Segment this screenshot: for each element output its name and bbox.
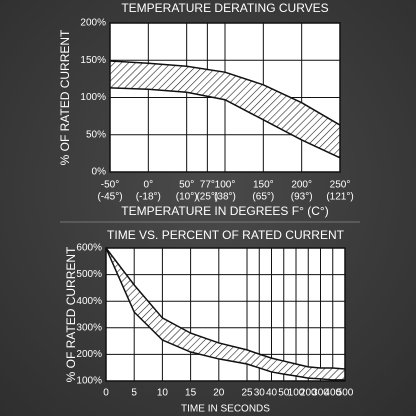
y-tick-label: 0% xyxy=(92,167,107,178)
plot-frame xyxy=(105,247,346,382)
band-lower xyxy=(105,247,345,381)
x-tick-label: 400 xyxy=(324,388,341,399)
x-tick-label: 150° xyxy=(253,180,274,191)
x-tick-label: 200° xyxy=(291,180,312,191)
x-tick-sublabel: (65°) xyxy=(252,192,274,203)
y-tick-label: 100% xyxy=(80,92,106,103)
x-tick-label: 250° xyxy=(330,180,351,191)
band-upper xyxy=(105,247,346,370)
y-tick-label: 200% xyxy=(80,18,106,29)
x-tick-label: 0° xyxy=(144,180,154,191)
band-upper xyxy=(109,60,341,126)
x-tick-label: 5 xyxy=(131,388,137,399)
x-tick-sublabel: (10°) xyxy=(176,192,198,203)
x-tick-label: 30 xyxy=(254,388,266,399)
plot-frame xyxy=(109,22,341,173)
x-tick-label: 200 xyxy=(300,388,317,399)
y-tick-label: 400% xyxy=(76,296,102,307)
x-tick-label: 50° xyxy=(179,180,194,191)
y-tick-label: 100% xyxy=(76,376,102,387)
band-lower xyxy=(109,87,341,159)
x-tick-label: 100° xyxy=(215,180,236,191)
x-tick-sublabel: (-45°) xyxy=(97,192,122,203)
x-tick-label: 50 xyxy=(278,388,290,399)
y-tick-label: 600% xyxy=(76,243,102,254)
x-tick-label: 20 xyxy=(213,388,225,399)
x-tick-label: 300 xyxy=(312,388,329,399)
x-tick-label: 40 xyxy=(266,388,278,399)
x-axis-title: TIME IN SECONDS xyxy=(181,404,270,415)
y-axis-title: % OF RATED CURRENT xyxy=(64,246,78,382)
x-tick-label: 77° xyxy=(200,180,215,191)
band-area xyxy=(110,60,340,158)
x-tick-label: 100 xyxy=(288,388,305,399)
y-tick-label: 300% xyxy=(76,322,102,333)
chart-title: TIME VS. PERCENT OF RATED CURRENT xyxy=(107,228,345,242)
band-area xyxy=(106,248,345,380)
x-tick-label: -50° xyxy=(101,180,119,191)
y-tick-label: 50% xyxy=(86,129,106,140)
y-tick-label: 500% xyxy=(76,269,102,280)
x-tick-sublabel: (38°) xyxy=(214,192,236,203)
x-tick-sublabel: (121°) xyxy=(326,192,353,203)
x-tick-label: 15 xyxy=(185,388,197,399)
chart-title: TEMPERATURE DERATING CURVES xyxy=(121,1,328,15)
x-tick-sublabel: (93°) xyxy=(291,192,313,203)
x-axis-title: TEMPERATURE IN DEGREES F° (C°) xyxy=(121,204,328,218)
y-tick-label: 200% xyxy=(76,349,102,360)
y-tick-label: 150% xyxy=(80,55,106,66)
x-tick-label: 0 xyxy=(103,388,109,399)
x-tick-label: 25 xyxy=(241,388,253,399)
y-axis-title: % OF RATED CURRENT xyxy=(58,29,72,165)
x-tick-label: 10 xyxy=(157,388,169,399)
x-tick-sublabel: (-18°) xyxy=(136,192,161,203)
x-tick-label: 500 xyxy=(337,388,354,399)
x-tick-sublabel: (25°) xyxy=(196,192,218,203)
